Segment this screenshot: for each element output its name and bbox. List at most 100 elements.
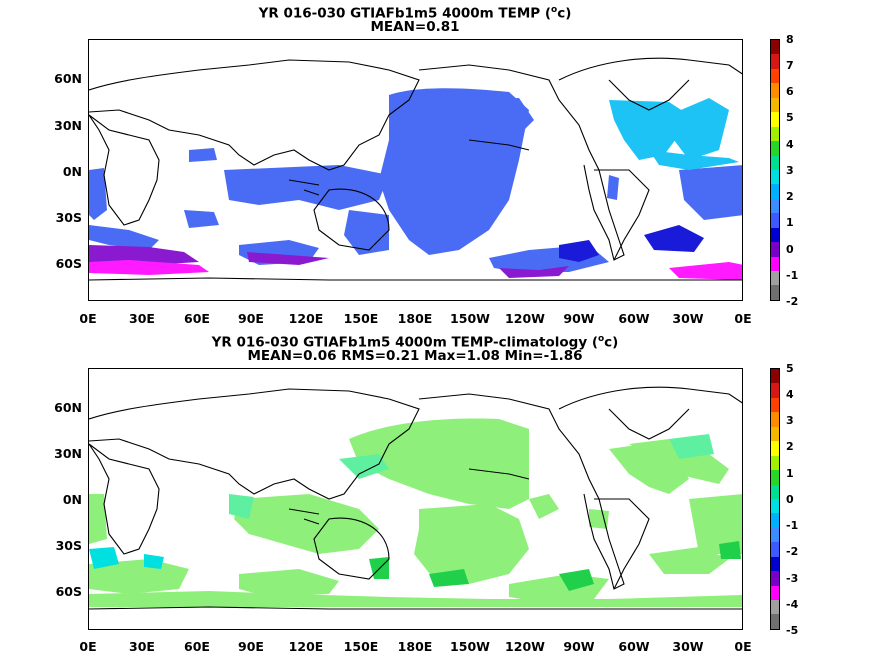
panel1-colorbar-tick: 6: [786, 85, 794, 98]
panel1-colorbar-tick: 0: [786, 243, 794, 256]
panel1-colorbar: [770, 39, 780, 301]
panel1-lon-label: 120E: [288, 311, 324, 326]
panel1-colorbar-tick: -1: [786, 269, 799, 282]
colorbar-swatch: [771, 126, 779, 142]
panel1-subtitle: MEAN=0.81: [370, 19, 460, 35]
panel1-lat-label-60n: 60N: [54, 71, 82, 86]
panel2-lon-label: 120E: [288, 639, 324, 654]
panel2-lon-label: 90W: [563, 639, 595, 654]
panel2-colorbar-tick: 1: [786, 467, 794, 480]
panel2-lat-label-0n: 0N: [62, 492, 82, 507]
panel2-colorbar-tick: -1: [786, 519, 799, 532]
colorbar-swatch: [771, 571, 779, 586]
colorbar-swatch: [771, 155, 779, 170]
panel1-colorbar-tick: 1: [786, 216, 794, 229]
panel1-title: YR 016-030 GTIAFb1m5 4000m TEMP (oc): [0, 2, 830, 22]
panel1-lon-label: 0E: [79, 311, 97, 326]
panel1-colorbar-tick: 2: [786, 190, 794, 203]
panel1-lon-label: 60E: [184, 311, 210, 326]
panel1-map: [88, 39, 743, 301]
panel2-colorbar-tick: -3: [786, 572, 799, 585]
colorbar-swatch: [771, 412, 779, 427]
colorbar-swatch: [771, 470, 779, 485]
panel1-temperature-field: [89, 88, 742, 280]
panel1-lon-label: 30W: [672, 311, 704, 326]
panel2-colorbar-tick: -4: [786, 598, 799, 611]
colorbar-swatch: [771, 542, 779, 557]
colorbar-swatch: [771, 40, 779, 55]
colorbar-swatch: [771, 213, 779, 228]
colorbar-swatch: [771, 97, 779, 113]
colorbar-swatch: [771, 556, 779, 572]
panel2-field: [89, 386, 742, 610]
colorbar-swatch: [771, 484, 779, 499]
panel2-colorbar-tick: 3: [786, 414, 794, 427]
panel2-lon-label: 60W: [618, 639, 650, 654]
colorbar-swatch: [771, 198, 779, 214]
colorbar-swatch: [771, 227, 779, 243]
panel2-colorbar: [770, 368, 780, 630]
panel2-anomaly-field: [89, 418, 742, 607]
panel2-colorbar-tick: 5: [786, 362, 794, 375]
panel1-lon-label: 150W: [450, 311, 490, 326]
panel2-colorbar-tick: 2: [786, 440, 794, 453]
panel2-lon-label: 180E: [397, 639, 433, 654]
colorbar-swatch: [771, 141, 779, 156]
colorbar-swatch: [771, 83, 779, 98]
colorbar-swatch: [771, 585, 779, 600]
panel1-lat-label-30n: 30N: [54, 118, 82, 133]
panel2-title-text: YR 016-030 GTIAFb1m5 4000m TEMP-climatol…: [211, 334, 598, 351]
panel2-colorbar-tick: -5: [786, 624, 799, 637]
panel2-colorbar-tick: -2: [786, 545, 799, 558]
panel2-lon-label: 60E: [184, 639, 210, 654]
panel2-lat-label-60s: 60S: [55, 584, 82, 599]
panel1-colorbar-tick: 5: [786, 111, 794, 124]
panel1-title-degree: o: [551, 5, 558, 15]
panel1-lat-label-30s: 30S: [55, 210, 82, 225]
panel2-lon-label: 90E: [238, 639, 264, 654]
panel2-lon-label: 150W: [450, 639, 490, 654]
panel1-lon-label: 180E: [397, 311, 433, 326]
panel2-lat-label-30s: 30S: [55, 538, 82, 553]
colorbar-swatch: [771, 614, 779, 629]
panel2-title: YR 016-030 GTIAFb1m5 4000m TEMP-climatol…: [0, 331, 830, 351]
panel1-lon-label: 30E: [129, 311, 155, 326]
panel2-lat-label-30n: 30N: [54, 446, 82, 461]
colorbar-swatch: [771, 169, 779, 185]
colorbar-swatch: [771, 498, 779, 514]
panel2-lon-label: 30E: [129, 639, 155, 654]
panel1-lon-label: 0E: [734, 311, 752, 326]
panel1-colorbar-tick: -2: [786, 295, 799, 308]
panel1-title-unit: c): [557, 5, 572, 22]
panel1-lat-label-0n: 0N: [62, 164, 82, 179]
colorbar-swatch: [771, 242, 779, 257]
panel2-subtitle: MEAN=0.06 RMS=0.21 Max=1.08 Min=-1.86: [247, 348, 583, 364]
colorbar-swatch: [771, 397, 779, 413]
panel2-lon-label: 0E: [734, 639, 752, 654]
colorbar-swatch: [771, 256, 779, 271]
panel2-title-degree: o: [597, 334, 605, 344]
panel2-coastlines: [89, 386, 742, 610]
panel2-lon-label: 0E: [79, 639, 97, 654]
panel1-coastlines: [89, 57, 742, 281]
colorbar-swatch: [771, 271, 779, 286]
panel1-colorbar-tick: 3: [786, 164, 794, 177]
colorbar-swatch: [771, 285, 779, 300]
panel1-lon-label: 150E: [343, 311, 379, 326]
colorbar-swatch: [771, 369, 779, 384]
colorbar-swatch: [771, 600, 779, 615]
panel2-lon-label: 150E: [343, 639, 379, 654]
panel1-colorbar-tick: 8: [786, 33, 794, 46]
colorbar-swatch: [771, 441, 779, 456]
colorbar-swatch: [771, 455, 779, 471]
colorbar-swatch: [771, 383, 779, 398]
panel2-title-unit: c): [604, 334, 619, 351]
panel2-lon-label: 30W: [672, 639, 704, 654]
panel2-lon-label: 120W: [505, 639, 545, 654]
panel2-lat-label-60n: 60N: [54, 400, 82, 415]
panel1-lon-label: 60W: [618, 311, 650, 326]
panel1-lon-label: 90W: [563, 311, 595, 326]
panel1-lon-label: 120W: [505, 311, 545, 326]
colorbar-swatch: [771, 112, 779, 127]
colorbar-swatch: [771, 54, 779, 69]
